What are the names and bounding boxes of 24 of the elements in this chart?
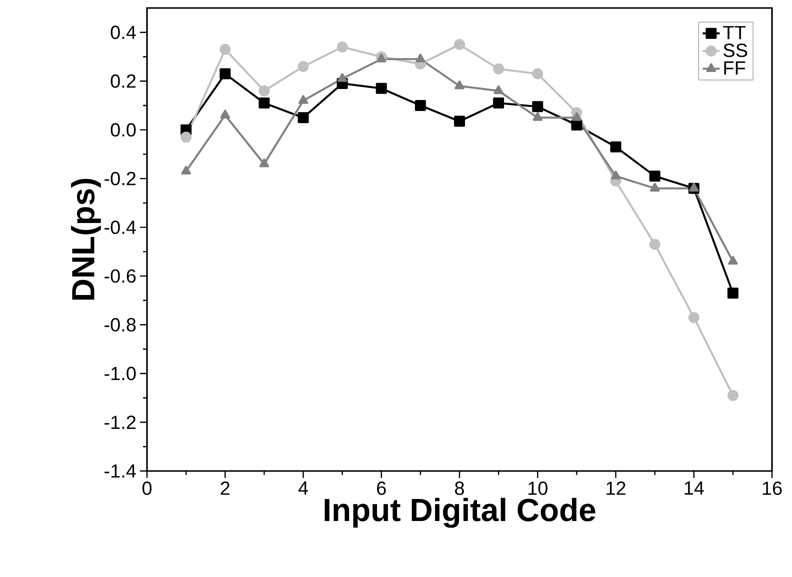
y-tick-label: -0.6 [104, 269, 136, 283]
y-tick-label: 0.0 [110, 123, 136, 137]
x-tick-label: 2 [220, 482, 230, 495]
legend-label: TT [723, 26, 746, 40]
x-tick-label: 14 [684, 482, 704, 495]
legend-label: FF [724, 61, 746, 74]
x-tick-label: 6 [377, 482, 386, 495]
y-tick-label: 0.2 [110, 74, 136, 88]
x-axis-title: Input Digital Code [324, 498, 596, 528]
y-axis-title: DNL(ps) [71, 178, 101, 300]
x-tick-label: 0 [142, 482, 152, 495]
y-tick-label: -0.8 [104, 318, 136, 332]
x-tick-label: 12 [606, 482, 626, 495]
legend-label: SS [724, 44, 748, 58]
y-tick-label: -1.0 [104, 366, 136, 380]
y-tick-label: -0.2 [104, 172, 136, 186]
y-tick-label: -1.4 [104, 464, 136, 478]
y-tick-label: 0.4 [110, 26, 136, 40]
y-tick-label: -0.4 [104, 220, 136, 234]
x-tick-label: 10 [528, 482, 548, 495]
x-tick-label: 8 [455, 482, 464, 495]
x-tick-label: 4 [298, 482, 308, 495]
y-tick-label: -1.2 [104, 416, 136, 429]
x-tick-label: 16 [762, 482, 782, 495]
